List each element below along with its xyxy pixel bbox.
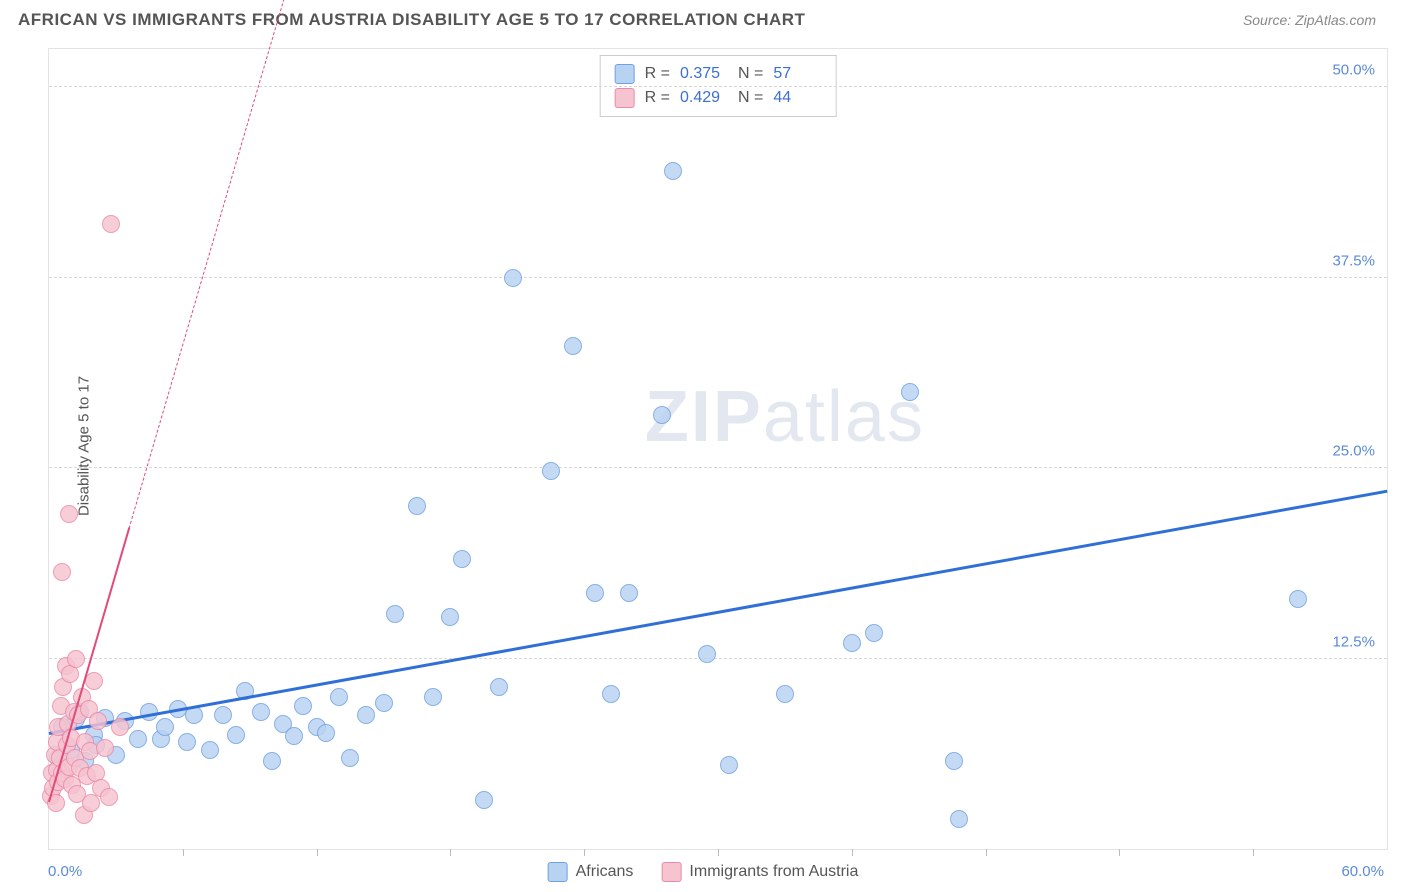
data-point <box>227 726 245 744</box>
data-point <box>53 563 71 581</box>
header: AFRICAN VS IMMIGRANTS FROM AUSTRIA DISAB… <box>0 0 1406 34</box>
x-tick <box>718 849 719 856</box>
watermark: ZIPatlas <box>645 376 925 458</box>
data-point <box>82 794 100 812</box>
data-point <box>720 756 738 774</box>
data-point <box>285 727 303 745</box>
stats-legend-row: R = 0.429 N = 44 <box>615 86 822 110</box>
x-axis-min-label: 0.0% <box>48 863 82 880</box>
stat-n-value: 44 <box>773 89 821 107</box>
data-point <box>341 749 359 767</box>
data-point <box>475 791 493 809</box>
stat-r-value: 0.429 <box>680 89 728 107</box>
data-point <box>653 406 671 424</box>
data-point <box>698 645 716 663</box>
chart-title: AFRICAN VS IMMIGRANTS FROM AUSTRIA DISAB… <box>18 10 805 30</box>
legend-swatch <box>661 862 681 882</box>
stat-n-label: N = <box>738 65 763 83</box>
data-point <box>424 688 442 706</box>
gridline <box>49 86 1387 87</box>
gridline <box>49 467 1387 468</box>
gridline <box>49 658 1387 659</box>
data-point <box>214 706 232 724</box>
legend-label: Immigrants from Austria <box>689 863 858 881</box>
stat-n-label: N = <box>738 89 763 107</box>
data-point <box>156 718 174 736</box>
data-point <box>85 672 103 690</box>
data-point <box>843 634 861 652</box>
x-tick <box>317 849 318 856</box>
x-tick <box>1253 849 1254 856</box>
data-point <box>60 505 78 523</box>
data-point <box>201 741 219 759</box>
data-point <box>67 650 85 668</box>
data-point <box>950 810 968 828</box>
legend-swatch <box>615 88 635 108</box>
data-point <box>252 703 270 721</box>
y-tick-label: 37.5% <box>1332 252 1375 269</box>
data-point <box>441 608 459 626</box>
data-point <box>100 788 118 806</box>
stats-legend-row: R = 0.375 N = 57 <box>615 62 822 86</box>
stat-r-label: R = <box>645 65 670 83</box>
stat-n-value: 57 <box>773 65 821 83</box>
data-point <box>542 462 560 480</box>
scatter-plot: ZIPatlas R = 0.375 N = 57 R = 0.429 N = 44 12.5… <box>48 48 1388 850</box>
data-point <box>945 752 963 770</box>
y-tick-label: 50.0% <box>1332 62 1375 79</box>
stat-r-label: R = <box>645 89 670 107</box>
data-point <box>129 730 147 748</box>
data-point <box>375 694 393 712</box>
data-point <box>330 688 348 706</box>
x-tick <box>852 849 853 856</box>
data-point <box>586 584 604 602</box>
data-point <box>901 383 919 401</box>
data-point <box>490 678 508 696</box>
trend-line <box>129 0 295 529</box>
data-point <box>564 337 582 355</box>
x-tick <box>1119 849 1120 856</box>
data-point <box>504 269 522 287</box>
data-point <box>263 752 281 770</box>
data-point <box>1289 590 1307 608</box>
data-point <box>386 605 404 623</box>
x-tick <box>450 849 451 856</box>
y-tick-label: 12.5% <box>1332 633 1375 650</box>
legend-label: Africans <box>576 863 634 881</box>
legend-swatch <box>548 862 568 882</box>
data-point <box>664 162 682 180</box>
data-point <box>102 215 120 233</box>
trend-line <box>49 489 1388 734</box>
y-tick-label: 25.0% <box>1332 443 1375 460</box>
series-legend: Africans Immigrants from Austria <box>548 862 859 882</box>
data-point <box>96 739 114 757</box>
data-point <box>357 706 375 724</box>
data-point <box>776 685 794 703</box>
legend-item: Africans <box>548 862 634 882</box>
x-tick <box>584 849 585 856</box>
x-tick <box>986 849 987 856</box>
data-point <box>294 697 312 715</box>
source-attribution: Source: ZipAtlas.com <box>1243 12 1376 28</box>
legend-item: Immigrants from Austria <box>661 862 858 882</box>
data-point <box>178 733 196 751</box>
x-axis-max-label: 60.0% <box>1341 863 1384 880</box>
data-point <box>89 712 107 730</box>
data-point <box>111 718 129 736</box>
data-point <box>317 724 335 742</box>
data-point <box>602 685 620 703</box>
x-tick <box>183 849 184 856</box>
data-point <box>453 550 471 568</box>
data-point <box>408 497 426 515</box>
gridline <box>49 277 1387 278</box>
stat-r-value: 0.375 <box>680 65 728 83</box>
legend-swatch <box>615 64 635 84</box>
data-point <box>865 624 883 642</box>
data-point <box>620 584 638 602</box>
